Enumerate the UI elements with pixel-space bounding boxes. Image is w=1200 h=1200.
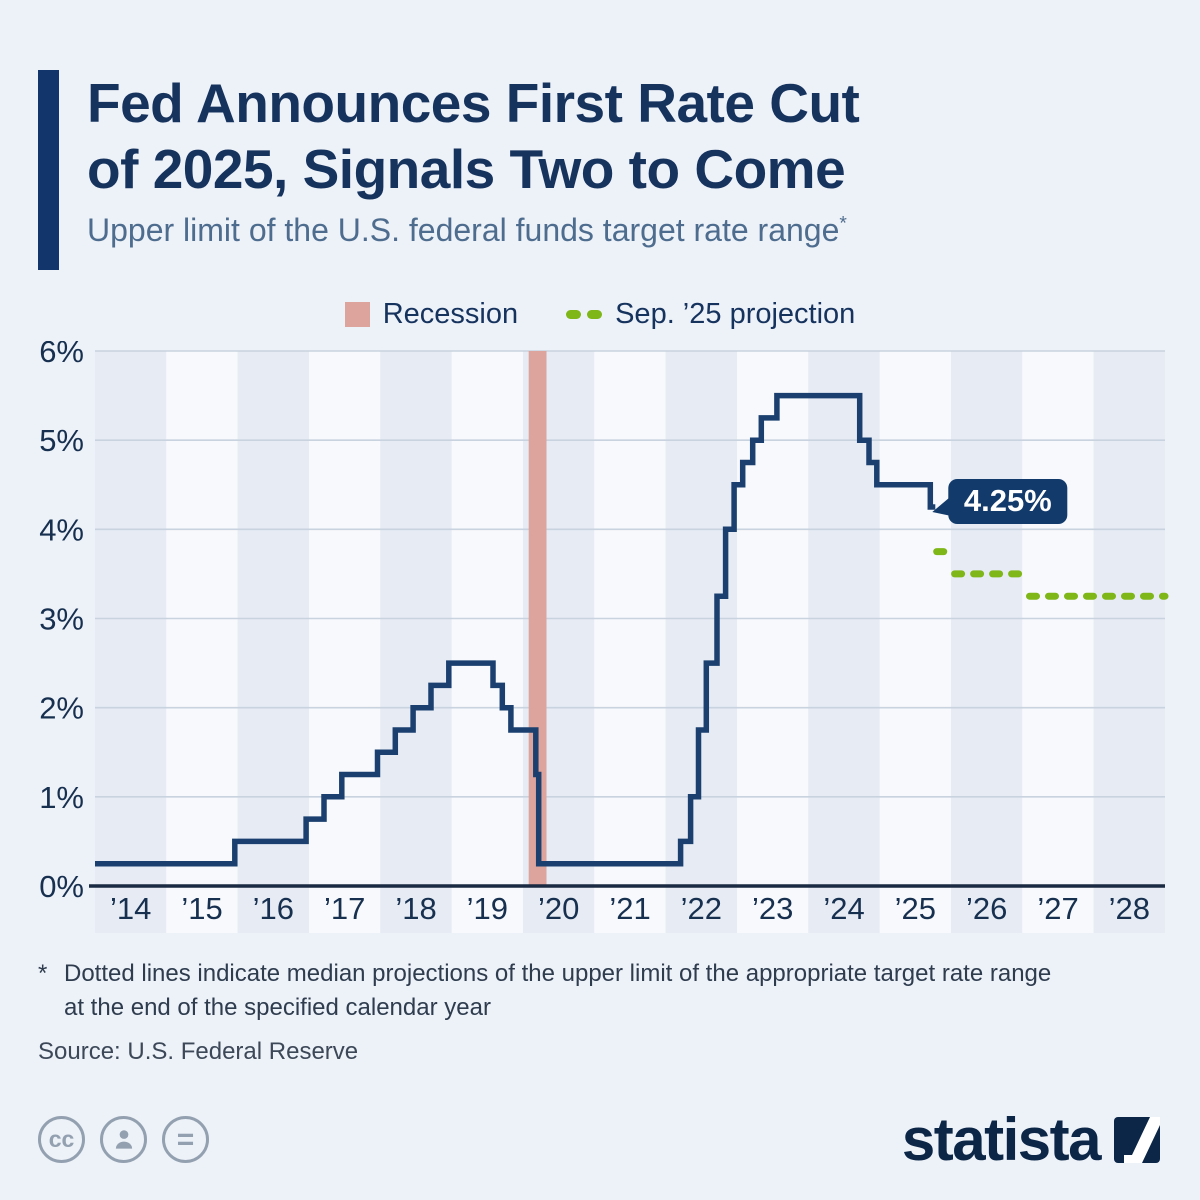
license-icons: cc = [38, 1116, 209, 1163]
year-band [166, 351, 238, 933]
title-accent-bar [38, 70, 59, 270]
footnote-marker-sup: * [839, 213, 847, 235]
rate-chart: 0% 1% 2% 3% 4% 5% 6% ’14 ’15 ’16 ’17 ’18 ’19 ’20 ’21 ’2… [39, 341, 1169, 933]
x-tick-label: ’20 [538, 891, 579, 926]
rate-line [95, 392, 936, 867]
bottom-bar: cc = statista [38, 1105, 1160, 1174]
year-band [380, 351, 452, 933]
footnote-marker: * [38, 960, 48, 987]
header-text: Fed Announces First Rate Cut of 2025, Si… [87, 70, 860, 270]
x-tick-label: ’22 [681, 891, 722, 926]
x-tick-label: ’28 [1109, 891, 1150, 926]
year-band [309, 351, 381, 933]
year-band [1093, 351, 1165, 933]
statista-logo[interactable]: statista [902, 1105, 1160, 1174]
chart-area: 0% 1% 2% 3% 4% 5% 6% ’14 ’15 ’16 ’17 ’18 ’19 ’20 ’21 ’2… [0, 341, 1200, 941]
statista-wordmark: statista [901, 1106, 1102, 1173]
recession-swatch-icon [344, 302, 370, 327]
y-tick-label: 0% [39, 869, 84, 904]
y-tick-label: 6% [39, 341, 84, 369]
year-band [665, 351, 737, 933]
x-tick-label: ’23 [752, 891, 793, 926]
year-band [594, 351, 666, 933]
footnote-line-2: at the end of the specified calendar yea… [64, 993, 491, 1021]
y-tick-label: 1% [39, 780, 84, 815]
projection-swatch-icon [566, 310, 603, 319]
source-line: Source: U.S. Federal Reserve [38, 1038, 359, 1066]
statista-mark-icon [1114, 1116, 1160, 1163]
x-tick-label: ’24 [823, 891, 864, 926]
x-tick-label: ’18 [395, 891, 436, 926]
year-band [451, 351, 523, 933]
year-band [879, 351, 951, 933]
cc-glyph: cc [48, 1126, 75, 1152]
legend-item-recession: Recession [344, 298, 519, 331]
x-tick-label: ’19 [467, 891, 508, 926]
footnote: * Dotted lines indicate median projectio… [0, 957, 1200, 1024]
legend-item-projection: Sep. ’25 projection [566, 298, 855, 331]
legend-label-recession: Recession [382, 298, 519, 330]
cc-icon[interactable]: cc [38, 1116, 85, 1163]
header: Fed Announces First Rate Cut of 2025, Si… [0, 0, 1200, 270]
title-line-2: of 2025, Signals Two to Come [87, 138, 846, 200]
attribution-icon[interactable] [100, 1116, 147, 1163]
callout-pointer [932, 496, 952, 516]
y-tick-label: 4% [39, 512, 84, 547]
year-band [737, 351, 809, 933]
year-band [1022, 351, 1094, 933]
x-tick-label: ’14 [110, 891, 151, 926]
rate-callout [948, 479, 1068, 524]
x-tick-label: ’26 [966, 891, 1007, 926]
chart-legend: Recession Sep. ’25 projection [0, 298, 1200, 331]
x-tick-label: ’15 [181, 891, 222, 926]
x-tick-label: ’21 [609, 891, 650, 926]
y-tick-label: 3% [39, 602, 84, 637]
year-band [95, 351, 167, 933]
x-tick-label: ’17 [324, 891, 365, 926]
y-tick-label: 2% [39, 691, 84, 726]
subtitle-text: Upper limit of the U.S. federal funds ta… [87, 212, 840, 248]
footnote-line-1: Dotted lines indicate median projections… [64, 960, 1052, 987]
footnote-text: Dotted lines indicate median projections… [64, 957, 1051, 1024]
chart-subtitle: Upper limit of the U.S. federal funds ta… [87, 212, 859, 249]
equals-glyph: = [176, 1122, 195, 1156]
person-icon [115, 1129, 132, 1149]
rate-callout-text: 4.25% [964, 483, 1052, 518]
year-band [237, 351, 309, 933]
equals-icon[interactable]: = [162, 1116, 209, 1163]
year-band [951, 351, 1023, 933]
legend-label-projection: Sep. ’25 projection [615, 298, 856, 330]
y-tick-label: 5% [39, 423, 84, 458]
projection-dash [587, 310, 603, 319]
projection-dash [566, 310, 582, 319]
x-tick-label: ’27 [1037, 891, 1078, 926]
page-title: Fed Announces First Rate Cut of 2025, Si… [87, 70, 860, 202]
x-tick-label: ’25 [895, 891, 936, 926]
x-tick-label: ’16 [253, 891, 294, 926]
title-line-1: Fed Announces First Rate Cut [87, 72, 860, 134]
